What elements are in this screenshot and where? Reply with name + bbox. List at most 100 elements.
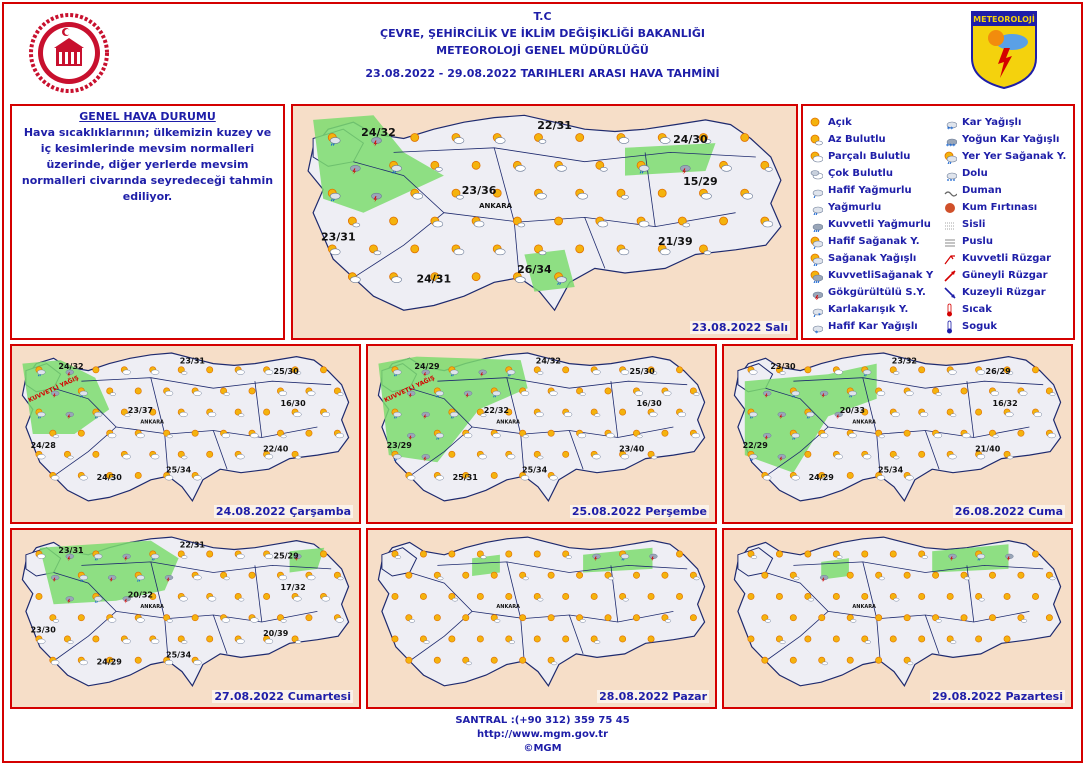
partly-cloudy-icon [547,387,558,396]
legend-item-label: Kum Fırtınası [962,202,1038,213]
turkey-map: ANKARA 23/30 23/32 26/29 20/33 16/32 22/29 25/3… [733,352,1062,503]
partly-cloudy-icon [616,244,630,256]
legend-item-label: Sıcak [962,304,992,315]
partly-cloudy-icon [689,429,700,439]
partly-cloudy-icon [875,387,886,396]
temperature-label: 16/32 [993,399,1018,408]
legend-item: Açık [809,114,933,131]
sun-icon [320,366,327,374]
map-date-label: 25.08.2022 Perşembe [569,505,709,518]
few-clouds-icon [547,656,558,666]
sun-icon [647,593,655,600]
sun-icon [320,550,327,558]
rain-zone [625,143,716,176]
map-date-label: 28.08.2022 Pazar [597,690,709,703]
temperature-label: 23/40 [619,445,645,454]
partly-cloudy-icon [177,593,188,602]
partly-cloudy-icon [647,408,658,418]
rain-zone [472,554,500,576]
few-clouds-icon [932,387,942,396]
sun-icon [554,216,563,226]
few-clouds-icon [889,450,900,460]
hot-icon [947,303,952,316]
partly-cloudy-icon [989,387,1000,396]
shower-icon [846,387,857,398]
partly-cloudy-icon [49,656,60,666]
thunderstorm-icon [407,390,416,399]
temperature-label: 16/30 [281,399,307,408]
city-label-ankara: ANKARA [496,419,520,425]
few-clouds-icon [347,216,361,228]
heavy-shower-icon [810,270,823,283]
thunderstorm-icon [65,553,74,562]
few-clouds-icon [106,656,116,666]
svg-text:*: * [815,330,819,334]
sun-icon [804,635,812,643]
sun-icon [191,429,199,437]
temperature-label: 21/39 [658,235,693,248]
sun-icon [562,635,570,643]
sun-icon [832,635,840,643]
sun-icon [1032,366,1039,374]
hail-icon [946,172,957,181]
region-border [924,614,940,655]
haze-icon [945,239,955,246]
sun-icon [492,188,502,198]
few-clouds-icon [519,571,529,581]
partly-cloudy-icon [699,188,712,200]
sun-icon [191,614,199,622]
few-clouds-icon [476,550,487,559]
shower-icon [77,387,88,398]
shower-icon [789,387,800,398]
sun-icon [562,593,570,600]
partly-cloudy-icon [576,429,587,439]
thunderstorm-icon [834,411,843,420]
region-border [793,377,1044,389]
temperature-label: 25/34 [166,466,192,475]
thunderstorm-icon [122,596,131,604]
region-border [437,377,688,389]
sun-icon [92,450,100,458]
temperature-label: 23/31 [321,231,356,244]
legend-item: Sağanak Yağışlı [809,250,933,267]
shower-icon [433,429,444,440]
temperature-label: 26/34 [517,263,552,276]
partly-cloudy-icon [903,387,914,396]
legend-item-label: Çok Bulutlu [828,168,893,179]
sun-icon [989,571,996,579]
temperature-label: 23/37 [128,406,153,415]
few-clouds-icon [960,571,971,581]
legend-item-label: Kuvvetli Rüzgar [962,253,1052,264]
few-clouds-icon [616,188,629,200]
few-clouds-icon [533,450,544,460]
sun-icon [134,656,142,664]
legend-item: Çok Bulutlu [809,165,933,182]
partly-cloudy-icon [1003,408,1014,418]
sun-icon [533,550,541,558]
heavy-snow-icon: *** [946,138,957,147]
few-clouds-icon [1017,614,1028,623]
partly-cloudy-icon [832,366,843,375]
heavy-rain-icon [812,223,823,232]
temperature-label: 15/29 [683,175,718,188]
partly-cloudy-icon [492,133,506,144]
footer-url[interactable]: http://www.mgm.gov.tr [476,729,609,740]
partly-cloudy-icon [740,188,754,200]
partly-cloudy-icon [77,471,88,481]
partly-cloudy-icon [333,429,344,439]
legend-item-label: Az Bulutlu [828,134,886,145]
few-clouds-icon [220,387,230,396]
partly-cloudy-icon [389,272,402,283]
partly-cloudy-icon [451,133,465,144]
sun-icon [918,635,926,643]
partly-cloudy-icon [661,387,672,396]
partly-cloudy-icon [789,471,800,481]
svg-text:*: * [818,313,821,317]
sun-icon [471,160,481,170]
rain-zone [583,547,653,573]
sun-icon [77,614,85,622]
strong-wind-icon [944,254,955,264]
partly-cloudy-icon [512,160,526,172]
sun-icon [676,593,683,600]
legend-item-label: Duman [962,185,1002,196]
